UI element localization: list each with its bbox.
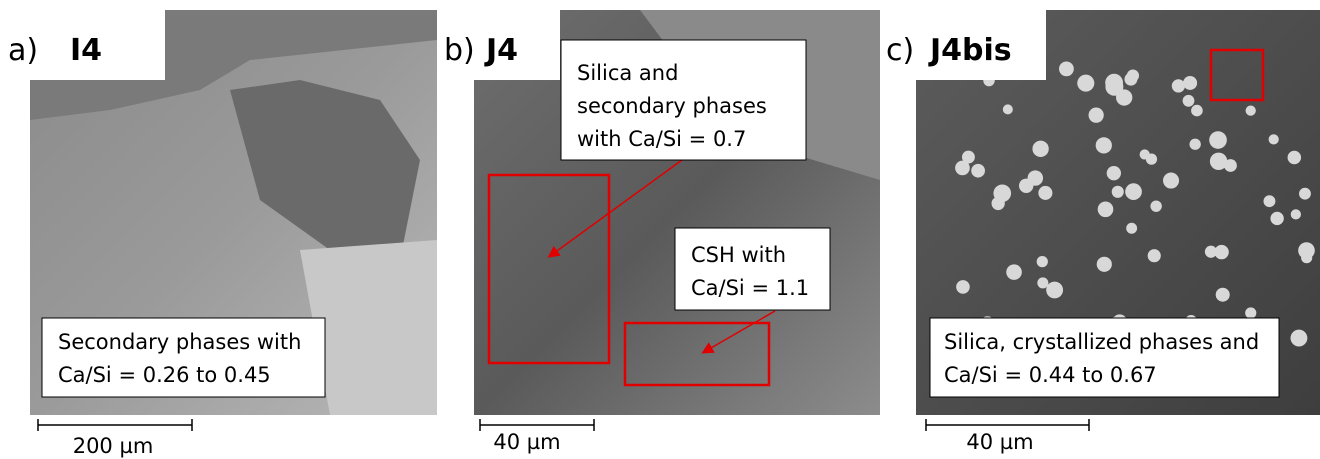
particle: [1205, 246, 1217, 258]
particle: [1096, 137, 1112, 153]
sample-name: J4: [484, 33, 518, 68]
particle: [1107, 166, 1121, 180]
particle: [1028, 170, 1043, 185]
particle: [1148, 249, 1161, 262]
particle: [1209, 131, 1227, 149]
particle: [1299, 188, 1311, 200]
sample-name: I4: [70, 33, 102, 68]
particle: [1288, 151, 1302, 165]
particle: [1032, 141, 1048, 157]
annotation-line: Secondary phases with: [58, 330, 301, 354]
panel-letter: a): [8, 33, 38, 68]
particle: [1105, 74, 1123, 92]
particle: [1150, 200, 1161, 211]
particle: [1191, 105, 1203, 117]
particle: [1038, 186, 1052, 200]
particle: [1269, 134, 1279, 144]
sample-name: J4bis: [928, 33, 1012, 68]
particle: [1077, 75, 1094, 92]
particle: [1126, 223, 1137, 234]
particle: [1125, 183, 1142, 200]
particle: [1189, 139, 1200, 150]
scale-bar: [38, 419, 1089, 431]
particle: [1270, 212, 1283, 225]
annotation-line: Ca/Si = 1.1: [691, 276, 809, 300]
annotation-line: Ca/Si = 0.44 to 0.67: [944, 363, 1157, 387]
panel-letter: c): [886, 33, 914, 68]
annotation-line: with Ca/Si = 0.7: [577, 127, 746, 151]
particle: [1112, 186, 1124, 198]
scale-label: 200 µm: [73, 434, 154, 458]
particle: [1003, 104, 1013, 114]
scale-label: 40 µm: [966, 430, 1033, 454]
particle: [1246, 105, 1256, 115]
particle: [1046, 282, 1063, 299]
figure: a) I4 b) J4 c) J4bis Secondary phases wi…: [0, 0, 1320, 459]
panel-letter: b): [444, 33, 475, 68]
particle: [1140, 149, 1150, 159]
particle: [1210, 153, 1227, 170]
particle: [1116, 89, 1132, 105]
annotation-line: Silica, crystallized phases and: [944, 330, 1259, 354]
particle: [971, 164, 985, 178]
particle: [1089, 108, 1104, 123]
annotation-line: Ca/Si = 0.26 to 0.45: [58, 363, 271, 387]
particle: [1183, 76, 1197, 90]
particle: [1097, 257, 1112, 272]
scale-label: 40 µm: [493, 430, 560, 454]
particle: [1124, 73, 1137, 86]
particle: [1245, 307, 1256, 318]
annotation-line: CSH with: [691, 243, 786, 267]
particle: [1291, 209, 1301, 219]
particle: [1006, 264, 1022, 280]
particle: [1098, 201, 1114, 217]
particle: [956, 280, 970, 294]
particle: [1183, 95, 1195, 107]
particle: [1290, 330, 1307, 347]
particle: [1216, 288, 1230, 302]
particle: [992, 197, 1005, 210]
particle: [1037, 277, 1048, 288]
annotation-line: Silica and: [577, 61, 678, 85]
particle: [1163, 172, 1179, 188]
particle: [955, 161, 970, 176]
particle: [1264, 195, 1276, 207]
particle: [1172, 79, 1185, 92]
annotation-line: secondary phases: [577, 94, 767, 118]
particle: [1059, 61, 1074, 76]
particle: [1037, 256, 1048, 267]
particle: [1301, 252, 1312, 263]
